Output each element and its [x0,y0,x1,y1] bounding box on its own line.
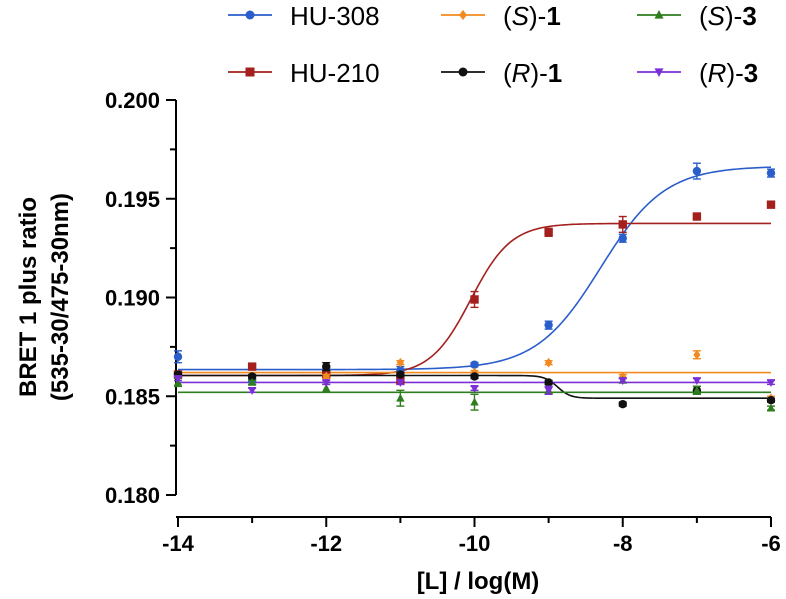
legend-entry-series-1: HU-210 [228,58,380,88]
data-point [545,357,553,368]
axes: 0.180 0.185 0.190 0.195 0.200 -14 -12 -10 -8 -6 [105,88,781,556]
data-point [544,320,553,330]
legend-marker [459,9,467,21]
x-axis-title: [L] / log(M) [417,568,540,595]
data-point [396,393,405,402]
data-point [470,360,479,369]
data-point [544,228,553,237]
legend-entry-series-0: HU-308 [228,1,380,31]
legend-marker [654,10,664,19]
x-ticks: -14 -12 -10 -8 -6 [162,517,781,556]
data-point [692,212,702,221]
series-4-points [173,375,776,412]
legend-entry-series-2: (S)-1 [441,1,561,31]
series-0-points [173,162,776,386]
data-point [322,383,331,392]
y-tick-label: 0.195 [105,187,160,212]
series-1-points [173,200,776,386]
legend-label: HU-210 [290,58,380,88]
x-tick-label: -6 [761,531,781,556]
legend: HU-308 (S)-1 (S)-3 HU-210 (R)-1 (R)-3 [228,1,758,88]
data-point [247,362,257,371]
data-points [173,162,776,412]
data-point [247,377,257,386]
data-point [766,168,776,178]
data-point [692,377,702,386]
data-point [693,349,701,360]
legend-marker [654,68,664,77]
legend-marker [245,10,255,20]
data-point [173,352,183,361]
x-tick-label: -8 [613,531,633,556]
data-point [618,377,627,386]
x-tick-label: -12 [310,531,342,556]
x-tick-label: -10 [459,531,491,556]
legend-label: (S)-1 [503,1,561,31]
x-tick-label: -14 [162,531,195,556]
legend-label: (S)-3 [699,1,757,31]
data-point [470,397,479,406]
data-point [322,371,330,382]
data-point [322,379,331,388]
data-point [470,295,479,304]
data-point [766,200,776,209]
data-point [470,384,479,393]
data-point [470,372,479,381]
data-point [618,234,627,243]
data-point [618,220,627,229]
y-tick-label: 0.200 [105,88,160,113]
y-ticks: 0.180 0.185 0.190 0.195 0.200 [105,88,176,508]
data-point [396,379,405,388]
legend-marker [245,67,255,77]
data-point [173,375,183,384]
data-point [247,386,257,395]
data-point [247,372,257,381]
data-point [692,385,702,394]
fit-curve-series-0 [178,166,772,371]
legend-label: HU-308 [290,1,380,31]
y-tick-label: 0.185 [105,384,160,409]
data-point [692,166,702,176]
y-tick-label: 0.190 [105,286,160,311]
legend-entry-series-3: (R)-1 [441,58,562,88]
data-point [766,403,776,412]
legend-marker [458,67,468,77]
data-point [544,378,553,387]
y-axis-title-line2: (535-30/475-30nm) [47,193,74,401]
data-point [396,357,404,368]
legend-label: (R)-3 [699,58,758,88]
y-tick-label: 0.180 [105,483,160,508]
legend-entry-series-5: (R)-3 [637,58,758,88]
legend-label: (R)-1 [503,58,562,88]
legend-entry-series-4: (S)-3 [637,1,757,31]
y-axis-title-line1: BRET 1 plus ratio [15,197,42,397]
data-point [766,379,776,388]
data-point [544,386,553,395]
data-point [322,362,331,371]
data-point [396,370,405,379]
series-5-points [173,375,776,395]
data-point [766,396,776,405]
data-point [618,399,627,409]
